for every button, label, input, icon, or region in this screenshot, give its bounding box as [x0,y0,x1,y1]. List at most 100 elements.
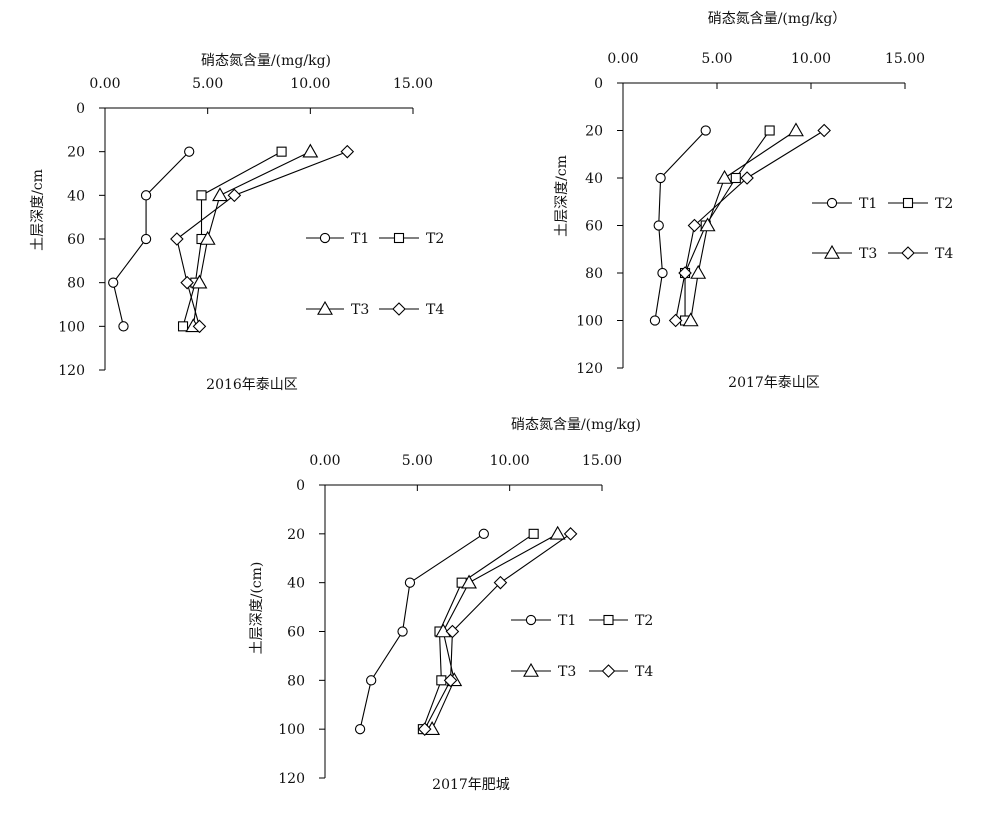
x-tick-label: 15.00 [885,51,925,67]
y-axis-title: 土层深度/cm [30,169,46,251]
y-tick-label: 40 [585,171,603,187]
data-point-T3 [682,312,699,327]
y-tick-label: 0 [76,101,85,117]
series-line-T1 [359,533,485,730]
data-point-T1 [649,315,661,326]
x-axis-title: 硝态氮含量/(mg/kg) [201,53,331,69]
data-point-T3 [191,274,208,289]
series-T1 [649,125,711,326]
chart-caption: 2017年泰山区 [728,375,820,391]
legend-marker-T1 [826,197,838,209]
data-point-T4 [417,722,432,736]
series-T2 [417,528,539,735]
y-tick-label: 40 [67,188,85,204]
chart-panel-2: 0.00 5.00 10.00 15.00 0 20 40 60 80 100 120 硝态氮含量/(… [554,11,953,391]
x-tick-label: 10.00 [290,76,330,92]
series-T1 [354,528,489,735]
data-point-T1 [108,277,119,288]
series-T2 [177,146,287,332]
data-point-T1 [118,321,129,332]
x-tick-label: 0.00 [89,76,120,92]
data-point-T4 [740,171,754,185]
data-point-T4 [180,275,194,290]
legend-marker-T4 [901,246,915,260]
legend-marker-T3 [824,244,840,259]
y-tick-label: 100 [278,722,305,738]
data-point-T4 [170,232,184,246]
data-point-T4 [445,624,460,639]
legend-label-T4: T4 [426,302,444,318]
x-tick-label: 15.00 [393,76,433,92]
legend-label-T2: T2 [635,613,653,629]
legend-label-T4: T4 [635,664,653,680]
data-point-T3 [716,169,733,184]
x-tick-label: 10.00 [490,453,530,469]
data-point-T2 [528,528,539,539]
legend-marker-T2 [393,232,405,244]
legend: T1 T2 T3 T4 [306,231,444,318]
legend-label-T3: T3 [558,664,576,680]
data-point-T3 [461,574,477,589]
data-point-T4 [563,527,578,541]
data-point-T3 [212,187,228,202]
data-point-T1 [354,724,366,735]
data-point-T4 [668,313,683,328]
legend-label-T2: T2 [426,231,444,247]
legend-label-T1: T1 [558,613,576,629]
data-point-T4 [687,218,702,233]
x-tick-label: 15.00 [582,453,622,469]
data-point-T1 [700,125,711,136]
legend-label-T1: T1 [859,196,877,212]
y-tick-label: 120 [278,771,305,787]
data-point-T4 [443,673,458,688]
x-tick-label: 5.00 [402,453,433,469]
chart-caption: 2016年泰山区 [206,377,298,393]
y-axis-title: 土层深度/cm [554,155,570,237]
x-tick-label: 5.00 [701,51,732,67]
y-tick-label: 0 [296,478,305,494]
y-tick-label: 80 [67,276,85,292]
legend: T1 T2 T3 T4 [812,196,953,262]
legend-marker-T1 [319,232,331,244]
y-tick-label: 100 [576,314,603,330]
series-T4 [417,527,578,736]
y-tick-label: 20 [67,145,85,161]
data-point-T4 [340,144,355,159]
series-T4 [668,123,831,328]
x-axis-title: 硝态氮含量/(mg/kg) [511,417,641,433]
data-point-T1 [397,626,408,637]
data-point-T3 [549,525,566,540]
data-point-T2 [764,125,775,136]
data-point-T2 [177,321,189,332]
x-tick-label: 0.00 [607,51,638,67]
series-T1 [108,146,195,332]
data-point-T4 [493,575,508,590]
legend-label-T2: T2 [935,196,953,212]
y-tick-label: 80 [585,266,603,282]
legend-marker-T3 [317,300,333,315]
data-point-T1 [657,267,668,279]
y-tick-label: 60 [585,219,603,235]
data-point-T1 [653,220,664,231]
data-point-T2 [196,190,207,201]
data-point-T1 [140,190,152,201]
y-tick-label: 60 [67,232,85,248]
data-point-T3 [690,264,707,279]
y-tick-label: 0 [594,76,603,92]
data-point-T2 [730,172,741,184]
series-T3 [185,143,319,333]
y-tick-label: 60 [287,625,305,641]
series-T3 [682,122,804,327]
legend-marker-T2 [902,197,914,209]
data-point-T3 [699,217,716,232]
data-point-T3 [199,230,216,245]
legend-label-T1: T1 [351,231,369,247]
data-point-T4 [192,319,207,334]
legend: T1 T2 T3 T4 [511,613,653,680]
series-T4 [170,144,355,334]
legend-marker-T4 [392,302,406,316]
x-tick-label: 5.00 [192,76,223,92]
legend-label-T3: T3 [351,302,369,318]
y-tick-label: 100 [58,319,85,335]
data-point-T1 [404,577,416,588]
